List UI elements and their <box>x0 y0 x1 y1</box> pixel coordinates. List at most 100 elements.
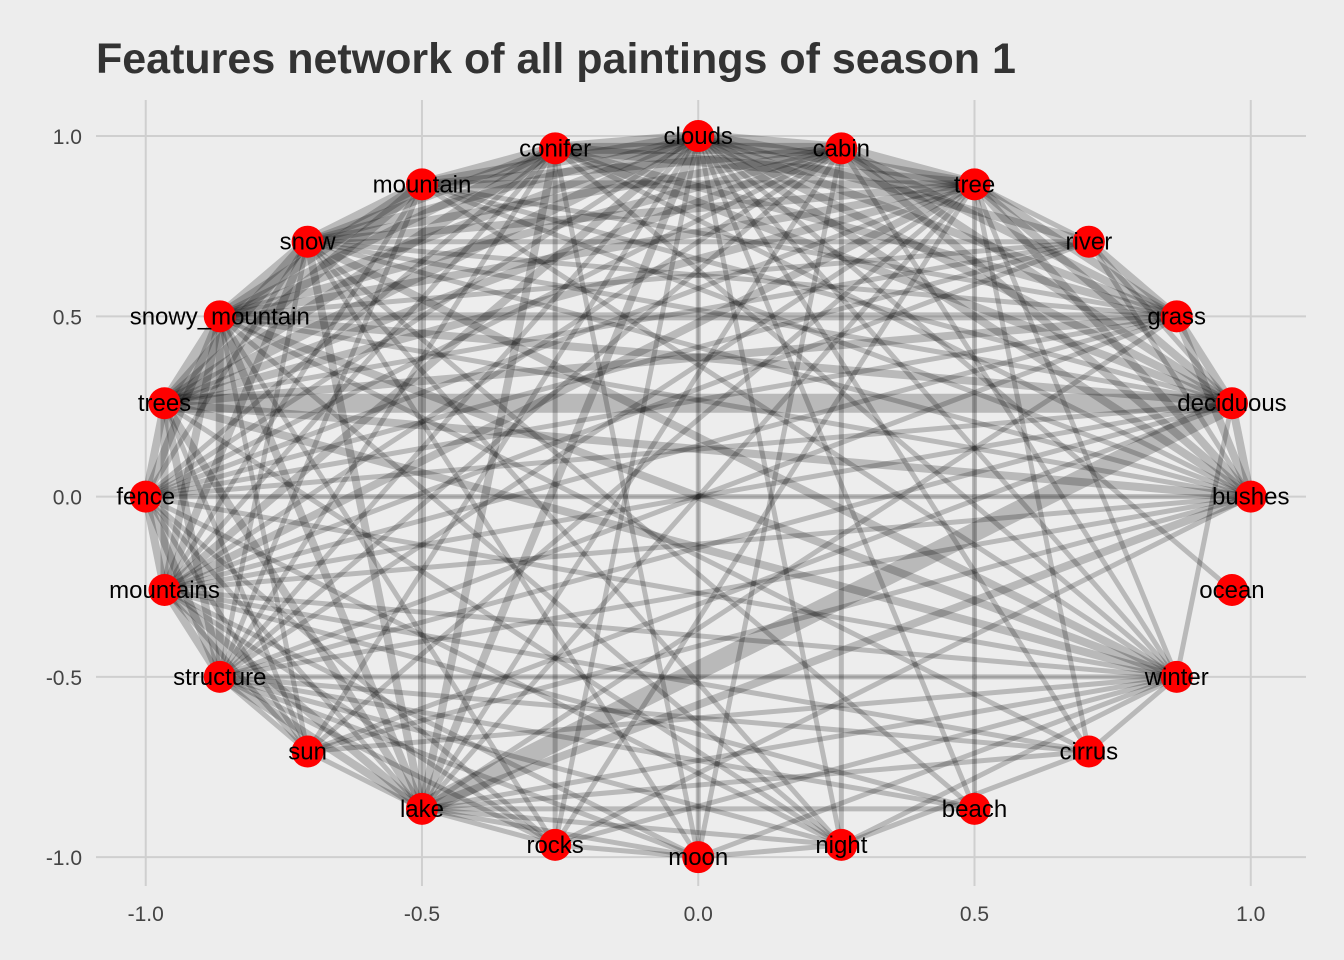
edge-deciduous-fence <box>145 400 1233 500</box>
node-label-winter: winter <box>1144 664 1209 691</box>
edge-cabin-tree <box>839 143 976 190</box>
edge-winter-sun <box>307 674 1177 755</box>
edge-tree-river <box>973 182 1090 244</box>
edge-winter-cirrus <box>1087 674 1179 754</box>
edge-tree-deciduous <box>971 181 1235 407</box>
edge-rocks-fence <box>144 494 557 847</box>
node-label-snow: snow <box>280 229 337 256</box>
edge-trees-sun <box>162 402 310 753</box>
edge-winter-lake <box>421 674 1178 812</box>
node-label-fence: fence <box>116 484 175 511</box>
edge-bushes-sun <box>306 494 1252 754</box>
edge-conifer-grass <box>554 144 1178 321</box>
edge-night-structure <box>219 674 842 848</box>
edge-fence-snowy_mountain <box>142 314 224 499</box>
edge-mountain-bushes <box>421 182 1252 499</box>
edge-clouds-rocks <box>552 135 701 846</box>
edge-trees-river <box>164 239 1090 406</box>
y-tick-label: -1.0 <box>46 847 82 870</box>
node-ocean <box>1215 573 1248 606</box>
edge-trees-clouds <box>162 131 701 409</box>
node-label-cirrus: cirrus <box>1060 739 1119 766</box>
node-label-deciduous: deciduous <box>1177 390 1286 417</box>
edge-river-fence <box>145 239 1090 500</box>
x-tick-label: 1.0 <box>1236 903 1265 926</box>
edge-trees-snowy_mountain <box>159 313 225 407</box>
node-label-moon: moon <box>668 844 728 871</box>
edge-river-grass <box>1086 238 1180 320</box>
edge-conifer-structure <box>217 146 558 679</box>
node-fence <box>129 480 162 513</box>
edge-trees-tree <box>163 180 976 408</box>
edge-cirrus-snowy_mountain <box>218 314 1090 754</box>
edge-clouds-winter <box>696 134 1179 679</box>
edge-cabin-winter <box>839 146 1179 679</box>
edge-mountain-snow <box>305 179 425 247</box>
node-labels: clouds cabin tree river grass deciduous bushes… <box>109 123 1289 871</box>
edge-bushes-snowy_mountain <box>219 313 1252 500</box>
edge-winter-snowy_mountain <box>218 312 1179 681</box>
node-tree <box>958 168 991 201</box>
edge-conifer-fence <box>144 146 557 499</box>
y-tick-label: 1.0 <box>53 126 82 149</box>
node-label-river: river <box>1066 229 1113 256</box>
node-label-cabin: cabin <box>813 135 870 162</box>
edge-night-snow <box>305 240 844 847</box>
edge-trees-bushes <box>164 399 1252 501</box>
node-label-mountain: mountain <box>373 171 472 198</box>
y-tick-label: -0.5 <box>46 667 82 690</box>
node-mountains <box>148 573 181 606</box>
edge-structure-mountains <box>161 587 224 680</box>
edge-moon-snow <box>305 240 701 859</box>
edge-trees-lake <box>161 401 426 811</box>
edge-conifer-clouds <box>554 130 699 154</box>
edge-tree-snowy_mountain <box>219 180 976 321</box>
edge-snowy_mountain-snow <box>216 237 312 321</box>
node-conifer <box>539 132 572 165</box>
edge-trees-structure <box>160 402 224 678</box>
edge-cabin-structure <box>218 146 843 679</box>
y-tick-label: 0.0 <box>53 487 82 510</box>
edge-clouds-river <box>697 132 1090 246</box>
edge-clouds-mountains <box>161 133 701 594</box>
edge-lake-fence <box>143 494 424 811</box>
edge-clouds-snowy_mountain <box>218 132 700 321</box>
edge-conifer-snowy_mountain <box>217 144 557 320</box>
edge-sun-mountains <box>162 588 310 754</box>
edge-cabin-snowy_mountain <box>218 144 843 321</box>
node-bushes <box>1234 480 1267 513</box>
edge-conifer-deciduous <box>553 144 1234 407</box>
edge-beach-mountains <box>163 587 976 812</box>
edge-night-lake <box>421 806 842 848</box>
edge-structure-fence <box>142 495 224 679</box>
edge-tree-bushes <box>971 181 1254 500</box>
edge-tree-sun <box>305 182 977 754</box>
edge-river-snowy_mountain <box>219 239 1090 319</box>
edge-mountain-mountains <box>162 183 425 592</box>
edge-trees-grass <box>164 312 1178 408</box>
edge-tree-winter <box>972 183 1180 678</box>
node-structure <box>203 660 236 693</box>
edge-mountains-snowy_mountain <box>160 315 224 591</box>
edge-conifer-lake <box>418 147 560 810</box>
edge-cirrus-structure <box>219 674 1090 755</box>
node-sun <box>291 735 324 768</box>
node-label-snowy_mountain: snowy_mountain <box>130 303 310 330</box>
node-snowy_mountain <box>203 300 236 333</box>
node-label-rocks: rocks <box>526 832 583 859</box>
edge-river-deciduous <box>1086 240 1234 405</box>
node-grass <box>1160 300 1193 333</box>
node-label-conifer: conifer <box>519 135 591 162</box>
edge-winter-night <box>840 674 1178 848</box>
edge-tree-lake <box>420 182 977 811</box>
edge-conifer-mountains <box>162 146 558 592</box>
edge-deciduous-structure <box>219 400 1233 680</box>
node-label-night: night <box>815 832 867 859</box>
edge-bushes-structure <box>219 494 1252 680</box>
node-mountain <box>405 168 438 201</box>
node-clouds <box>682 120 715 153</box>
edge-rocks-lake <box>421 806 556 848</box>
edge-night-snowy_mountain <box>218 314 843 847</box>
edge-clouds-night <box>695 135 844 846</box>
